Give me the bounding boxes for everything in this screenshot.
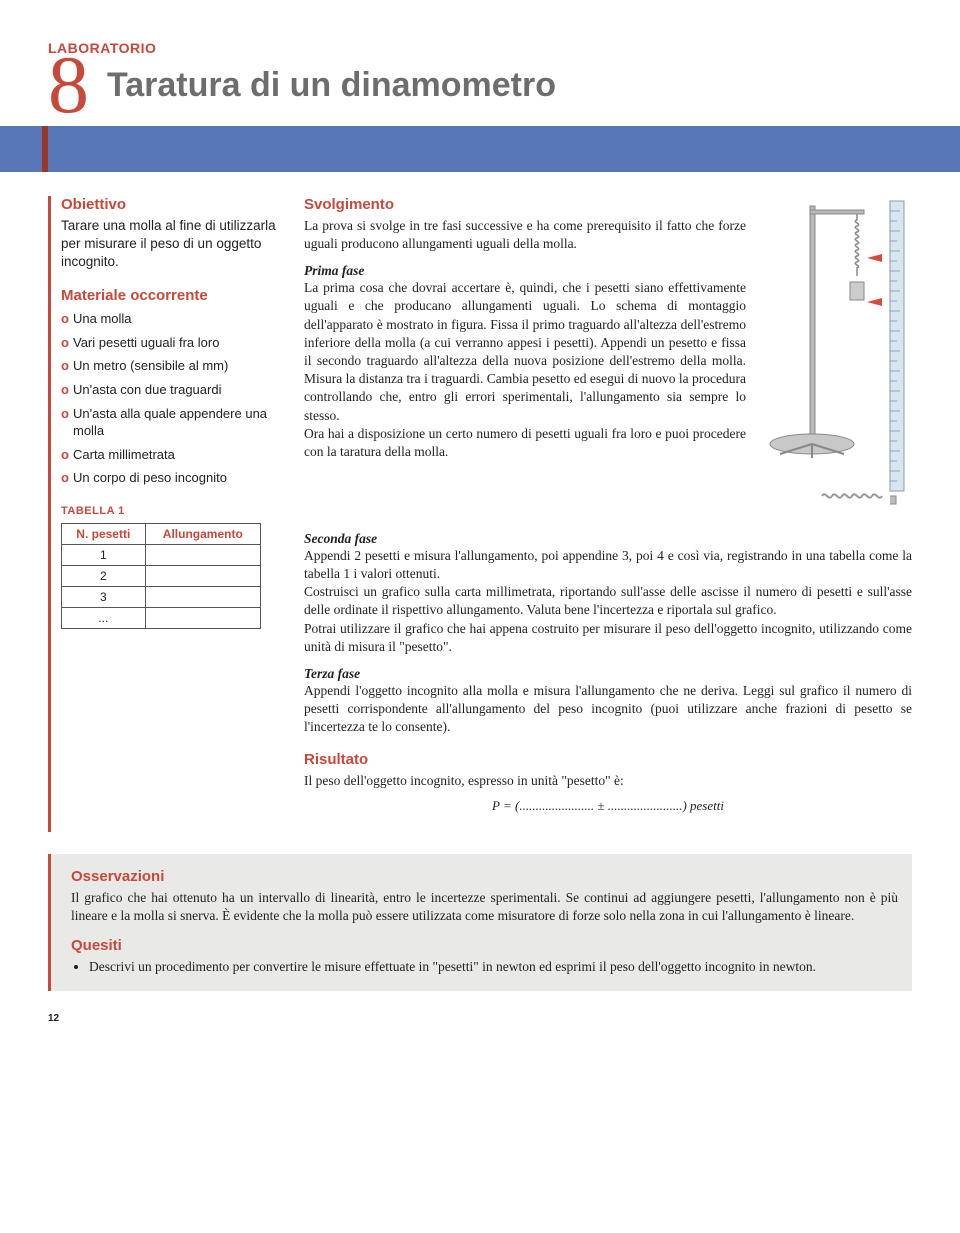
table-cell (145, 586, 260, 607)
chapter-number: 8 (48, 50, 89, 120)
list-item: Carta millimetrata (61, 446, 278, 464)
fase2-text: Appendi 2 pesetti e misura l'allungament… (304, 547, 912, 583)
tabella-1: N. pesetti Allungamento 1 2 3 ... (61, 523, 261, 629)
table-cell: ... (62, 607, 146, 628)
list-item: Un metro (sensibile al mm) (61, 357, 278, 375)
page-title: Taratura di un dinamometro (107, 66, 556, 105)
obiettivo-text: Tarare una molla al fine di utilizzarla … (61, 217, 278, 272)
obiettivo-heading: Obiettivo (61, 196, 278, 213)
risultato-heading: Risultato (304, 751, 912, 768)
materiale-list: Una molla Vari pesetti uguali fra loro U… (61, 310, 278, 486)
fase1-text2: Ora hai a disposizione un certo numero d… (304, 425, 746, 461)
fase3-heading: Terza fase (304, 666, 912, 682)
list-item: Un'asta con due traguardi (61, 381, 278, 399)
fase2-text3: Potrai utilizzare il grafico che hai app… (304, 620, 912, 656)
apparatus-diagram (762, 196, 912, 521)
fase2-text2: Costruisci un grafico sulla carta millim… (304, 583, 912, 619)
page-number: 12 (48, 1013, 912, 1024)
list-item: Un corpo di peso incognito (61, 469, 278, 487)
fase3-text: Appendi l'oggetto incognito alla molla e… (304, 682, 912, 737)
quesiti-list: Descrivi un procedimento per convertire … (71, 958, 898, 976)
osservazioni-heading: Osservazioni (71, 868, 898, 885)
header-row: 8 Taratura di un dinamometro (48, 56, 912, 120)
table-cell (145, 607, 260, 628)
materiale-heading: Materiale occorrente (61, 287, 278, 304)
risultato-text: Il peso dell'oggetto incognito, espresso… (304, 772, 912, 790)
th-allung: Allungamento (145, 523, 260, 544)
fase1-heading: Prima fase (304, 263, 746, 279)
quesito-item: Descrivi un procedimento per convertire … (89, 958, 898, 976)
quesiti-heading: Quesiti (71, 937, 898, 954)
right-column: Svolgimento La prova si svolge in tre fa… (304, 196, 912, 832)
fase1-text: La prima cosa che dovrai accertare è, qu… (304, 279, 746, 425)
table-cell: 2 (62, 565, 146, 586)
th-pesetti: N. pesetti (62, 523, 146, 544)
table-cell (145, 565, 260, 586)
fase2-heading: Seconda fase (304, 531, 912, 547)
list-item: Vari pesetti uguali fra loro (61, 334, 278, 352)
table-cell: 1 (62, 544, 146, 565)
table-cell (145, 544, 260, 565)
osservazioni-text: Il grafico che hai ottenuto ha un interv… (71, 889, 898, 925)
left-column: Obiettivo Tarare una molla al fine di ut… (48, 196, 278, 832)
header-bar (0, 126, 960, 172)
formula: P = (....................... ± .........… (304, 798, 912, 814)
table-cell: 3 (62, 586, 146, 607)
svolg-intro: La prova si svolge in tre fasi successiv… (304, 217, 746, 253)
list-item: Un'asta alla quale appendere una molla (61, 405, 278, 440)
svolgimento-heading: Svolgimento (304, 196, 746, 213)
lab-label: LABORATORIO (48, 40, 912, 56)
list-item: Una molla (61, 310, 278, 328)
observations-box: Osservazioni Il grafico che hai ottenuto… (48, 854, 912, 991)
table-label: TABELLA 1 (61, 505, 278, 517)
